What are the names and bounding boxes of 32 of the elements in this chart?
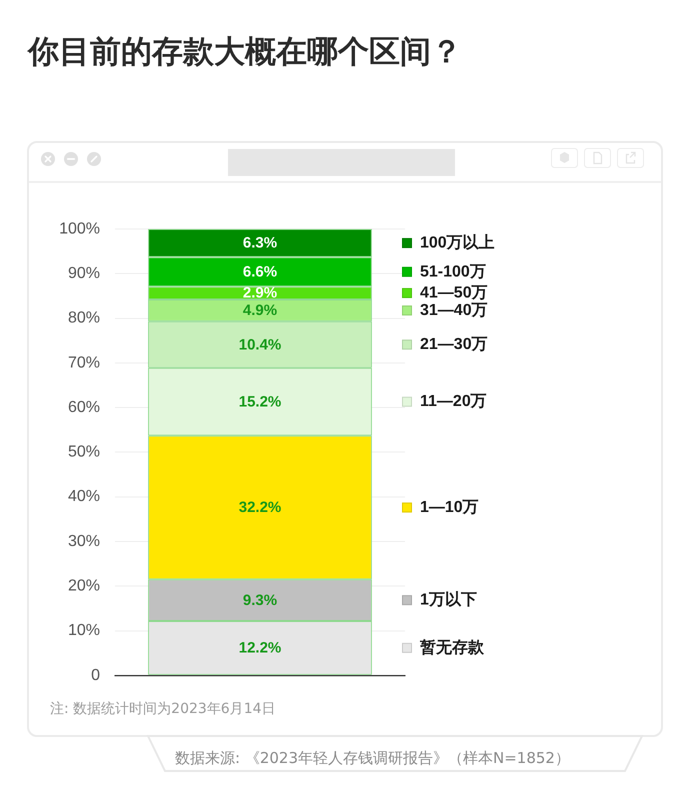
legend-label: 100万以上 [420,233,495,252]
data-label: 12.2% [238,640,282,657]
data-label: 6.3% [242,234,278,252]
legend-label: 1万以下 [420,590,477,609]
y-tick-label: 100% [59,220,100,238]
y-tick-label: 50% [68,444,100,461]
y-tick-label: 70% [68,354,100,372]
legend-label: 41—50万 [420,284,488,302]
legend-label: 暂无存款 [419,638,485,656]
y-tick-label: 0 [91,666,100,684]
legend-label: 31—40万 [420,302,488,319]
y-tick-label: 80% [68,310,100,327]
data-label: 10.4% [238,336,282,354]
data-label: 4.9% [242,302,278,320]
data-label: 6.6% [242,263,278,280]
y-tick-label: 20% [68,578,100,595]
y-tick-label: 60% [68,398,100,416]
text: 注: 数据统计时间为2023年6月14日 [50,700,276,718]
y-tick-label: 90% [68,265,100,282]
data-label: 2.9% [242,284,278,302]
legend-label: 51-100万 [420,263,486,280]
y-tick-label: 30% [68,532,100,550]
legend-label: 21—30万 [420,336,488,354]
y-tick-label: 40% [68,488,100,506]
chart-title: 你目前的存款大概在哪个区间？ [28,33,462,71]
data-label: 32.2% [238,499,282,516]
y-tick-label: 10% [68,622,100,640]
data-label: 9.3% [242,592,278,609]
legend-label: 11—20万 [420,393,487,410]
legend-label: 1—10万 [420,498,479,516]
source-note: 数据来源: 《2023年轻人存钱调研报告》（样本N=1852） [175,749,570,767]
data-label: 15.2% [238,393,282,410]
